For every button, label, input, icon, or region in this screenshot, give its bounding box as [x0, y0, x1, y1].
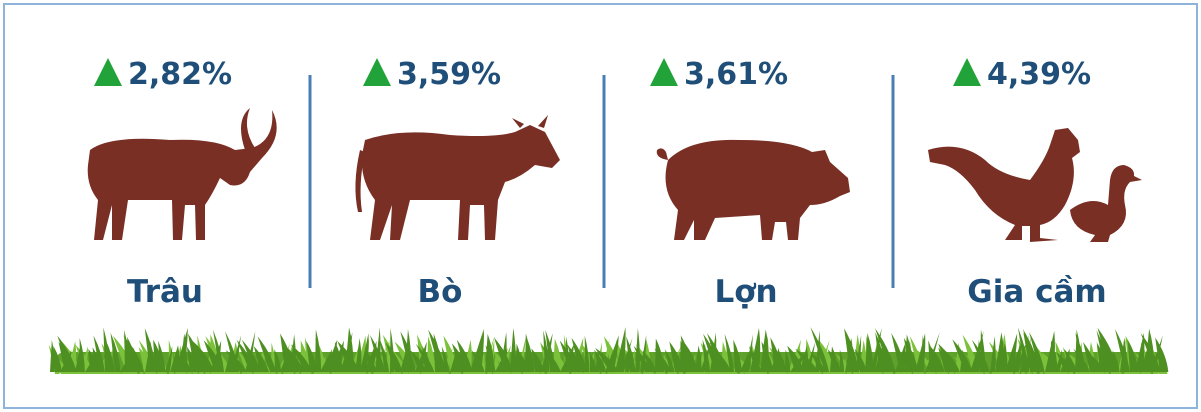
change-value: 4,39%	[987, 57, 1091, 92]
animal-label: Bò	[418, 274, 463, 310]
infographic: 2,82% 3,59% 3,61% 4,39% Trâu Bò Lợn Gia …	[0, 0, 1201, 412]
change-value: 3,59%	[397, 57, 501, 92]
change-value: 2,82%	[128, 57, 232, 92]
animal-label: Trâu	[127, 274, 203, 310]
animal-label: Lợn	[714, 274, 777, 310]
animal-label: Gia cầm	[967, 274, 1106, 310]
change-value: 3,61%	[684, 57, 788, 92]
